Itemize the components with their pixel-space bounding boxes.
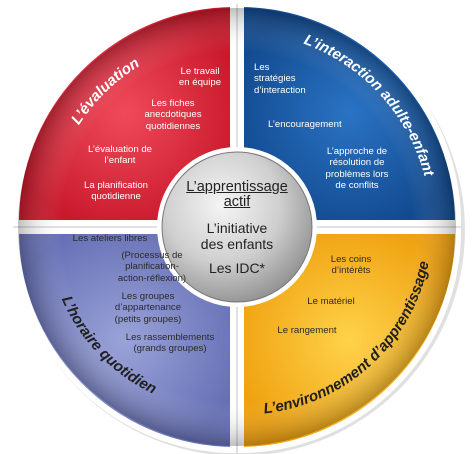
- center-title: L’apprentissage actif: [167, 180, 307, 210]
- center-line1: L’apprentissage: [186, 179, 288, 195]
- item-encouragement: L’encouragement: [268, 119, 342, 130]
- center-line2: actif: [223, 194, 251, 210]
- center-line3: L’initiative: [206, 220, 268, 236]
- center-idc: Les IDC*: [167, 260, 307, 276]
- center-initiative: L’initiative des enfants: [167, 220, 307, 252]
- item-strategies: Les stratégies d’interaction: [254, 62, 306, 96]
- item-ateliers-libres: Les ateliers libres: [72, 233, 148, 244]
- item-materiel: Le matériel: [307, 296, 355, 307]
- center-disc: [161, 151, 313, 303]
- center-line4: des enfants: [200, 236, 274, 252]
- item-evaluation-enfant: L’évaluation de l’enfant: [87, 144, 152, 167]
- item-travail-equipe: Le travail en équipe: [178, 66, 222, 89]
- item-processus: (Processus de planification- action-réfl…: [117, 250, 187, 284]
- item-planification: La planification quotidienne: [83, 180, 148, 203]
- center-line5: Les IDC*: [208, 260, 266, 276]
- item-resolution-conflits: L’approche de résolution de problèmes lo…: [325, 146, 389, 192]
- item-rangement: Le rangement: [277, 325, 337, 336]
- item-fiches-anecdotiques: Les fiches anecdotiques quotidiennes: [144, 98, 202, 132]
- item-coins-interets: Les coins d’intérêts: [330, 254, 372, 277]
- item-rassemblements: Les rassemblements (grands groupes): [125, 332, 215, 355]
- item-groupes-appartenance: Les groupes d’appartenance (petits group…: [114, 291, 182, 325]
